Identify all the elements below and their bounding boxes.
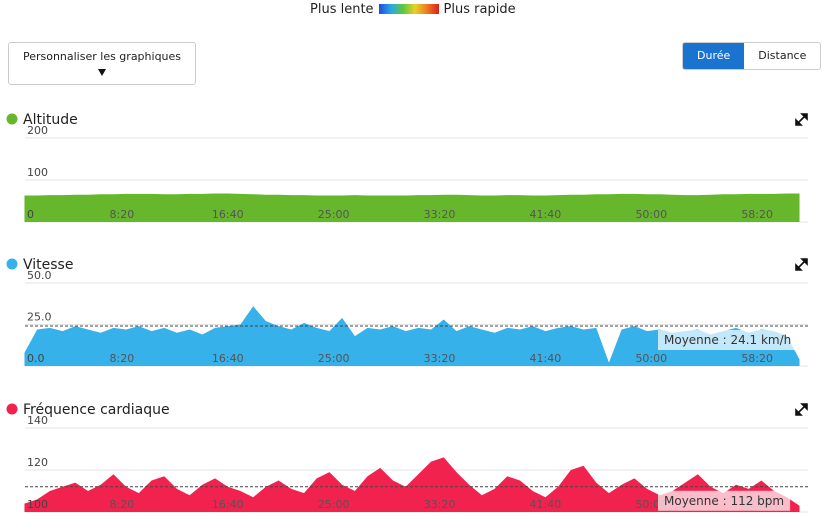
average-label: Moyenne : 112 bpm <box>664 494 784 508</box>
area <box>24 457 800 512</box>
expand-icon[interactable] <box>795 403 808 416</box>
x-tick-label: 41:40 <box>530 498 562 511</box>
area <box>24 193 800 222</box>
x-tick-label: 41:40 <box>530 352 562 365</box>
icon-part <box>795 403 808 416</box>
x-tick-label: 8:20 <box>110 498 135 511</box>
y-tick-label: 0 <box>27 208 34 221</box>
toggle-distance[interactable]: Distance <box>758 49 807 62</box>
x-tick-label: 33:20 <box>424 352 456 365</box>
y-tick-label: 120 <box>27 456 48 469</box>
y-tick-label: 0.0 <box>27 352 45 365</box>
x-tick-label: 25:00 <box>318 352 350 365</box>
legend-gradient <box>378 4 439 14</box>
title-dot <box>6 258 18 270</box>
icon-part <box>795 258 808 271</box>
chart-title: Altitude <box>23 112 78 128</box>
x-tick-label: 50:00 <box>635 352 667 365</box>
title-dot <box>6 113 18 125</box>
y-tick-label: 100 <box>27 498 48 511</box>
legend-slow: Plus lente <box>310 1 374 17</box>
axis-toggle: Durée Distance <box>682 42 822 70</box>
x-tick-label: 33:20 <box>424 208 456 221</box>
y-tick-label: 140 <box>27 414 48 427</box>
x-tick-label: 25:00 <box>318 498 350 511</box>
x-tick-label: 58:20 <box>741 352 773 365</box>
x-tick-label: 50:00 <box>635 208 667 221</box>
speed-legend: Plus lente Plus rapide <box>310 0 516 18</box>
x-tick-label: 41:40 <box>530 208 562 221</box>
chart-title: Vitesse <box>23 257 73 273</box>
title-dot <box>6 403 18 415</box>
expand-icon[interactable] <box>795 258 808 271</box>
x-tick-label: 16:40 <box>212 352 244 365</box>
customize-label: Personnaliser les graphiques <box>22 50 182 63</box>
x-tick-label: 16:40 <box>212 498 244 511</box>
x-tick-label: 58:20 <box>741 208 773 221</box>
x-tick-label: 25:00 <box>318 208 350 221</box>
y-tick-label: 100 <box>27 166 48 179</box>
icon-part <box>795 113 808 126</box>
average-box <box>658 490 791 511</box>
x-tick-label: 33:20 <box>424 498 456 511</box>
area <box>24 306 800 366</box>
customize-button[interactable]: Personnaliser les graphiques <box>8 42 196 85</box>
x-tick-label: 16:40 <box>212 208 244 221</box>
average-label: Moyenne : 24.1 km/h <box>664 333 791 347</box>
dropdown-arrow <box>98 69 106 76</box>
y-tick-label: 50.0 <box>27 269 52 282</box>
average-box <box>658 329 798 350</box>
x-tick-label: 8:20 <box>110 208 135 221</box>
expand-icon[interactable] <box>795 113 808 126</box>
legend-fast: Plus rapide <box>443 1 516 17</box>
toggle-duration[interactable]: Durée <box>683 43 745 69</box>
y-tick-label: 25.0 <box>27 311 52 324</box>
y-tick-label: 200 <box>27 124 48 137</box>
x-tick-label: 8:20 <box>110 352 135 365</box>
chart-title: Fréquence cardiaque <box>23 402 170 418</box>
